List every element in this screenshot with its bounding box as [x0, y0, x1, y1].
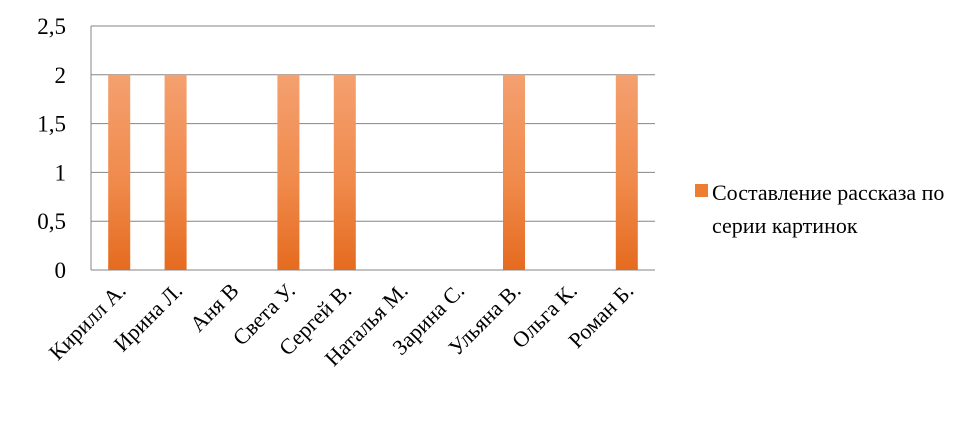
bar — [108, 74, 131, 270]
x-tick-label: Кирилл А. — [44, 278, 131, 365]
y-tick-label: 1 — [55, 160, 67, 185]
legend-swatch — [695, 184, 708, 197]
bar — [333, 74, 356, 270]
bar — [615, 74, 638, 270]
y-tick-label: 2,5 — [37, 14, 66, 39]
y-tick-label: 1,5 — [37, 112, 66, 137]
legend: Составление рассказа по серии картинок — [695, 176, 960, 242]
legend-label: Составление рассказа по серии картинок — [712, 180, 945, 238]
bar — [503, 74, 525, 270]
y-tick-label: 2 — [55, 63, 67, 88]
y-tick-label: 0,5 — [37, 209, 66, 234]
y-axis-ticks: 0 0,5 1 1,5 2 2,5 — [37, 14, 66, 283]
bar — [277, 74, 300, 270]
y-tick-label: 0 — [55, 258, 67, 283]
bars — [108, 74, 638, 270]
bar — [164, 74, 187, 270]
